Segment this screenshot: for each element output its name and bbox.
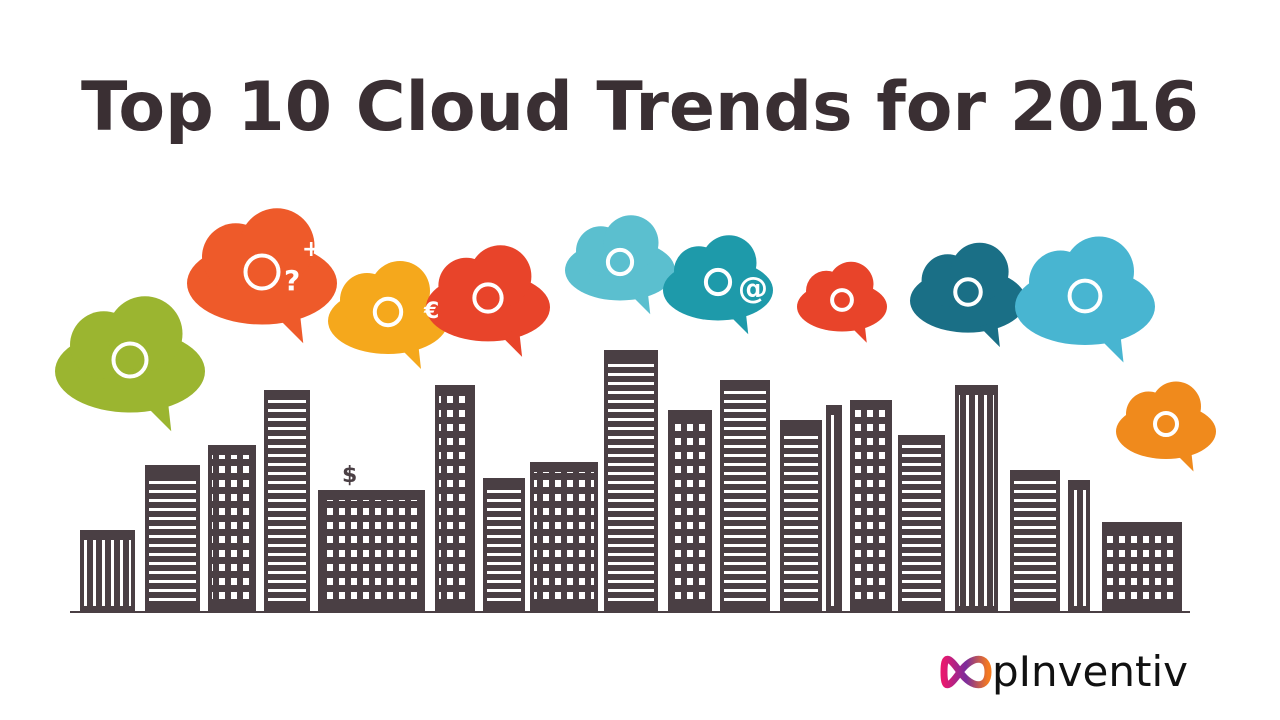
cloud: [328, 261, 448, 369]
dollar-symbol: $: [342, 463, 357, 488]
plus-symbol: +: [302, 237, 320, 262]
cloud-tail: [1099, 331, 1124, 363]
cloud-puff: [1064, 236, 1134, 307]
building-windows: [268, 400, 306, 606]
cloud: [910, 242, 1026, 348]
question-symbol: ?: [284, 264, 300, 297]
cloud-puff: [1151, 381, 1201, 432]
cloud-puff: [701, 235, 757, 291]
cloud-tail: [979, 321, 1000, 348]
building-windows: [784, 430, 818, 606]
cloud-icon: [372, 296, 404, 328]
cloud-icon: [472, 282, 504, 314]
clouds: [55, 208, 1216, 472]
euro-symbol: €: [423, 299, 439, 324]
cloud-icon: [703, 267, 733, 297]
cloud-tail: [145, 397, 172, 432]
building-windows: [534, 472, 594, 606]
cloud-tail: [729, 309, 749, 335]
cloud-icon: [830, 288, 854, 312]
building-windows: [149, 475, 196, 606]
building-windows: [322, 500, 421, 606]
logo-mark: [940, 655, 992, 689]
cloud: [426, 245, 550, 357]
cloud-tail: [631, 289, 651, 315]
cloud: [565, 215, 675, 315]
cloud-tail: [851, 322, 867, 343]
building-windows: [830, 415, 838, 606]
building-windows: [1014, 480, 1056, 606]
building-windows: [487, 488, 521, 606]
cloud: [1116, 381, 1216, 472]
cloud-icon: [1153, 411, 1179, 437]
cloud: [1015, 236, 1155, 363]
building-windows: [1072, 490, 1086, 606]
cloud-puff: [107, 296, 183, 372]
brand: pInventiv: [992, 647, 1188, 696]
cloud-icon: [243, 253, 281, 291]
building-windows: [854, 410, 888, 606]
building-windows: [959, 395, 994, 606]
cloud-icon: [953, 277, 983, 307]
at-symbol: @: [738, 271, 768, 306]
cloud-icon: [1067, 278, 1103, 314]
cloud-icon: [605, 247, 635, 277]
cloud-puff: [370, 261, 430, 321]
cloud: [797, 261, 887, 343]
cloud-puff: [828, 261, 874, 307]
cloud-tail: [1176, 449, 1194, 472]
symbols: $ € @ ? +: [284, 237, 768, 488]
cloud-puff: [603, 215, 659, 271]
cloud-puff: [469, 245, 532, 308]
building-windows: [212, 455, 252, 606]
building-windows: [84, 540, 131, 606]
building-windows: [608, 360, 654, 606]
cloud-puff: [239, 208, 315, 284]
building-windows: [1106, 532, 1178, 606]
logo: pInventiv: [940, 647, 1188, 696]
building-windows: [672, 420, 708, 606]
cloud-tail: [400, 342, 421, 369]
cloud: [663, 235, 773, 335]
building-windows: [724, 390, 766, 606]
cloud: [55, 296, 205, 432]
cloud: [187, 208, 337, 344]
cloud-tail: [277, 309, 304, 344]
cloud-icon: [111, 341, 149, 379]
cloud-tail: [500, 329, 523, 357]
building-windows: [902, 445, 941, 606]
city-skyline: [70, 350, 1190, 613]
cloud-puff: [950, 242, 1009, 301]
title: Top 10 Cloud Trends for 2016: [81, 68, 1199, 147]
building-windows: [439, 395, 471, 606]
